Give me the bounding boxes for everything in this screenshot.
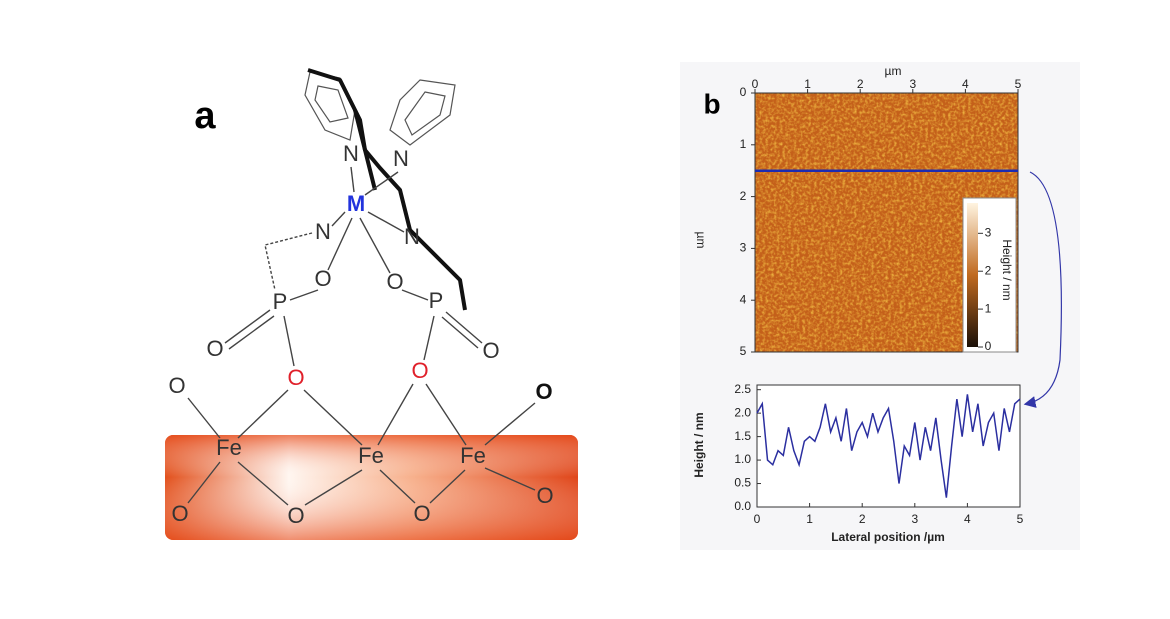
atom: O	[287, 365, 304, 390]
atom: N	[343, 141, 359, 166]
afm-y-tick-label: 0	[740, 85, 747, 99]
x-tick-label: 1	[806, 512, 813, 526]
bonds	[187, 166, 536, 506]
afm-frame	[754, 92, 1019, 353]
afm-y-tick-label: 1	[740, 137, 747, 151]
x-tick-label: 0	[754, 512, 761, 526]
surface-shade	[165, 435, 578, 540]
rings	[304, 68, 467, 311]
colorbar-tick-label: 3	[985, 225, 992, 239]
atom: O	[168, 373, 185, 398]
atom: Fe	[460, 443, 486, 468]
y-tick-label: 0.5	[734, 476, 751, 490]
atom: O	[287, 503, 304, 528]
x-axis-label: Lateral position /µm	[831, 530, 945, 544]
y-tick-label: 1.0	[734, 452, 751, 466]
atom: O	[413, 501, 430, 526]
colorbar-tick-label: 2	[985, 263, 992, 277]
y-tick-label: 2.5	[734, 382, 751, 396]
atom: P	[429, 288, 444, 313]
afm-y-tick-label: 4	[740, 292, 747, 306]
colorbar	[967, 203, 978, 347]
panel-label: b	[703, 88, 720, 119]
afm-y-tick-label: 5	[740, 344, 747, 358]
atom: O	[314, 266, 331, 291]
afm-x-tick-label: 4	[962, 77, 969, 91]
afm-x-tick-label: 0	[752, 77, 759, 91]
atom: O	[386, 269, 403, 294]
panel-label: a	[194, 95, 216, 137]
x-tick-label: 2	[859, 512, 866, 526]
colorbar-tick-label: 0	[985, 339, 992, 353]
profile-line	[756, 394, 1021, 498]
atom: O	[411, 358, 428, 383]
profile-frame	[756, 384, 1021, 508]
afm-x-tick-label: 1	[804, 77, 811, 91]
y-tick-label: 2.0	[734, 405, 751, 419]
x-tick-label: 4	[964, 512, 971, 526]
afm-x-tick-label: 3	[909, 77, 916, 91]
y-axis-label: Height / nm	[692, 412, 706, 477]
afm-y-tick-label: 3	[740, 241, 747, 255]
link-arrow	[1023, 171, 1062, 408]
afm-x-tick-label: 2	[857, 77, 864, 91]
y-tick-label: 0.0	[734, 499, 751, 513]
x-tick-label: 5	[1017, 512, 1024, 526]
atom: Fe	[216, 435, 242, 460]
atoms: N N M N N O O P P O O O O O O Fe Fe Fe O…	[168, 141, 553, 528]
atom: N	[404, 224, 420, 249]
y-tick-label: 1.5	[734, 429, 751, 443]
atom: P	[273, 289, 288, 314]
afm-x-tick-label: 5	[1015, 77, 1022, 91]
afm-y-tick-label: 2	[740, 189, 747, 203]
colorbar-label: Height / nm	[1000, 239, 1014, 300]
x-tick-label: 3	[911, 512, 918, 526]
atom: Fe	[358, 443, 384, 468]
atom: M	[347, 191, 365, 216]
atom: O	[206, 336, 223, 361]
atom: O	[535, 379, 552, 404]
atom: O	[171, 501, 188, 526]
afm-y-label: µm	[694, 232, 708, 249]
colorbar-tick-label: 1	[985, 301, 992, 315]
atom: O	[482, 338, 499, 363]
atom: N	[315, 219, 331, 244]
atom: N	[393, 146, 409, 171]
afm-x-label: µm	[885, 64, 902, 78]
atom: O	[536, 483, 553, 508]
